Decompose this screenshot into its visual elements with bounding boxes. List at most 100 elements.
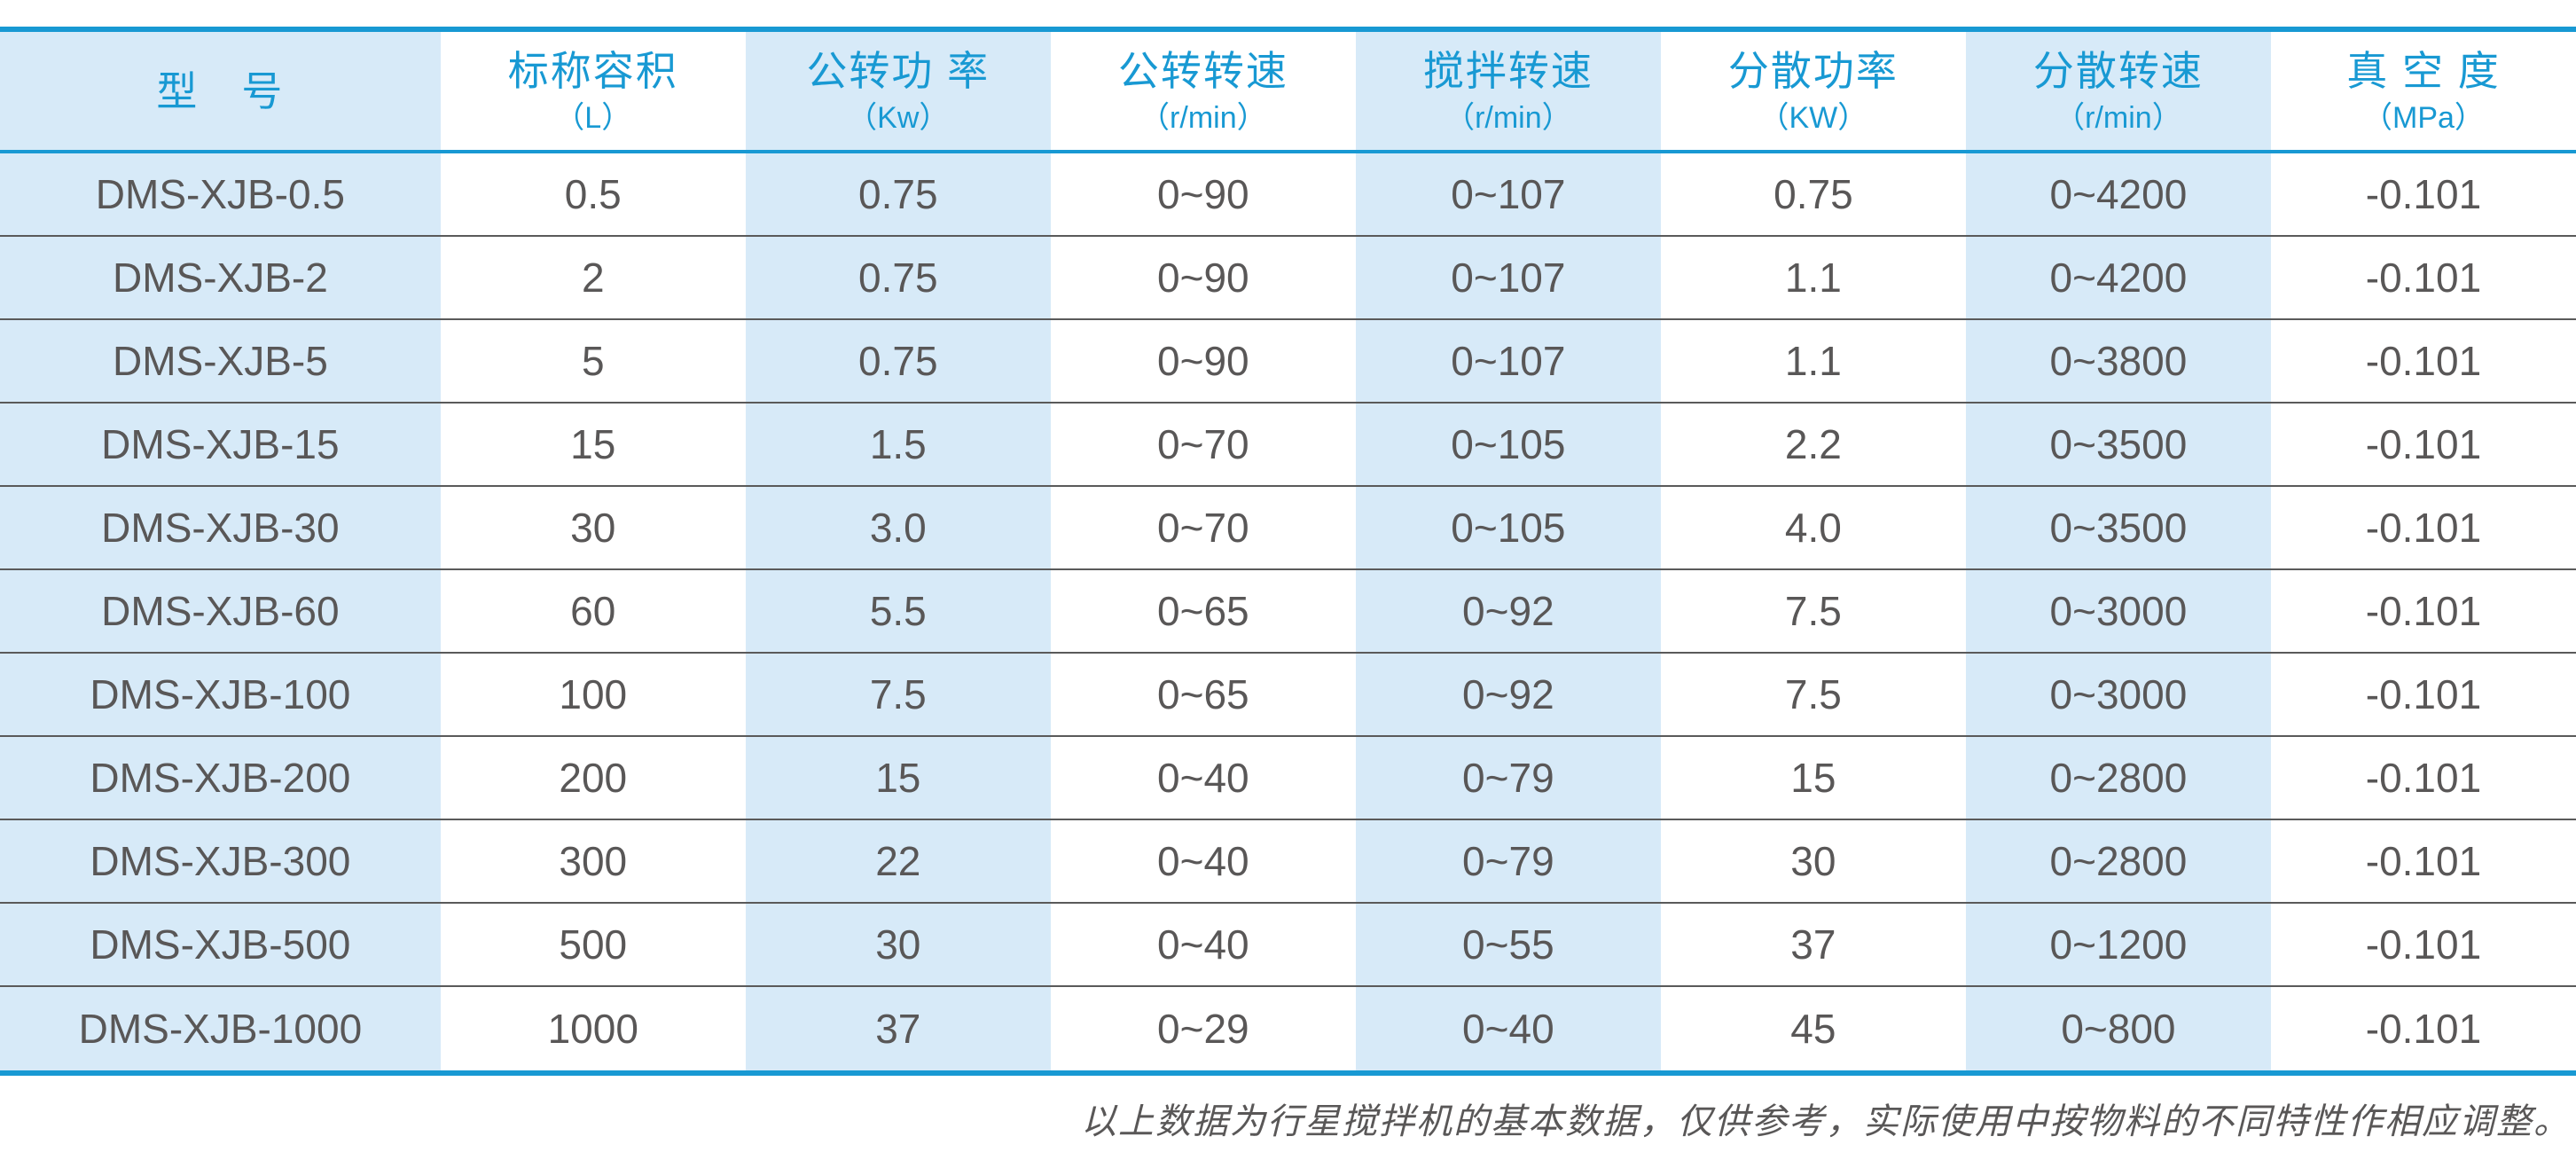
value-cell-vacuum-degree: -0.101 xyxy=(2270,570,2576,654)
column-header-vacuum-degree: 真 空 度 （MPa） xyxy=(2270,32,2576,153)
value-cell-dispersion-speed: 0~3000 xyxy=(1965,654,2271,737)
value-cell-stirring-speed: 0~105 xyxy=(1355,404,1661,487)
model-cell: DMS-XJB-15 xyxy=(0,404,441,487)
column-header-text: 分散转速 （r/min） xyxy=(1966,32,2271,150)
table-row: DMS-XJB-0.5 0.5 0.75 0~90 0~107 0.75 0~4200 -0.… xyxy=(0,153,2576,237)
value-cell-nominal-volume: 200 xyxy=(440,737,746,820)
table-row: DMS-XJB-1000 1000 37 0~29 0~40 45 0~800 -0.101 xyxy=(0,987,2576,1070)
column-header-text: 公转功 率 （Kw） xyxy=(746,32,1051,150)
column-label: 公转转速 xyxy=(1117,47,1288,94)
column-unit: （Kw） xyxy=(847,100,950,135)
value-cell-revolution-power: 7.5 xyxy=(745,654,1051,737)
value-cell-nominal-volume: 0.5 xyxy=(440,153,746,237)
model-cell: DMS-XJB-30 xyxy=(0,487,441,570)
value-cell-revolution-speed: 0~70 xyxy=(1050,404,1356,487)
value-cell-dispersion-power: 37 xyxy=(1660,904,1966,987)
value-cell-stirring-speed: 0~79 xyxy=(1355,820,1661,904)
value-cell-vacuum-degree: -0.101 xyxy=(2270,737,2576,820)
column-label: 分散转速 xyxy=(2032,47,2204,94)
value-cell-vacuum-degree: -0.101 xyxy=(2270,237,2576,320)
value-cell-nominal-volume: 60 xyxy=(440,570,746,654)
column-unit: （r/min） xyxy=(2055,100,2182,135)
value-cell-revolution-power: 5.5 xyxy=(745,570,1051,654)
table-row: DMS-XJB-200 200 15 0~40 0~79 15 0~2800 -0.101 xyxy=(0,737,2576,820)
value-cell-dispersion-power: 45 xyxy=(1660,987,1966,1070)
value-cell-vacuum-degree: -0.101 xyxy=(2270,987,2576,1070)
value-cell-revolution-speed: 0~70 xyxy=(1050,487,1356,570)
table-row: DMS-XJB-30 30 3.0 0~70 0~105 4.0 0~3500 -0.101 xyxy=(0,487,2576,570)
value-cell-dispersion-speed: 0~3500 xyxy=(1965,404,2271,487)
value-cell-nominal-volume: 300 xyxy=(440,820,746,904)
value-cell-stirring-speed: 0~40 xyxy=(1355,987,1661,1070)
value-cell-nominal-volume: 1000 xyxy=(440,987,746,1070)
column-unit: （L） xyxy=(554,100,632,135)
value-cell-dispersion-speed: 0~3000 xyxy=(1965,570,2271,654)
value-cell-revolution-power: 0.75 xyxy=(745,153,1051,237)
model-cell: DMS-XJB-300 xyxy=(0,820,441,904)
value-cell-revolution-speed: 0~90 xyxy=(1050,237,1356,320)
value-cell-revolution-speed: 0~65 xyxy=(1050,654,1356,737)
value-cell-dispersion-speed: 0~1200 xyxy=(1965,904,2271,987)
column-label: 标称容积 xyxy=(507,47,678,94)
column-label: 真 空 度 xyxy=(2346,47,2501,94)
model-cell: DMS-XJB-2 xyxy=(0,237,441,320)
column-header-text: 型 号 xyxy=(0,32,441,150)
column-header-nominal-volume: 标称容积 （L） xyxy=(440,32,746,153)
value-cell-stirring-speed: 0~105 xyxy=(1355,487,1661,570)
value-cell-stirring-speed: 0~79 xyxy=(1355,737,1661,820)
value-cell-dispersion-speed: 0~2800 xyxy=(1965,737,2271,820)
value-cell-nominal-volume: 500 xyxy=(440,904,746,987)
column-label: 型 号 xyxy=(156,67,285,114)
value-cell-vacuum-degree: -0.101 xyxy=(2270,820,2576,904)
value-cell-revolution-speed: 0~40 xyxy=(1050,737,1356,820)
table-row: DMS-XJB-5 5 0.75 0~90 0~107 1.1 0~3800 -0.101 xyxy=(0,320,2576,404)
value-cell-revolution-power: 30 xyxy=(745,904,1051,987)
model-cell: DMS-XJB-500 xyxy=(0,904,441,987)
value-cell-revolution-speed: 0~40 xyxy=(1050,820,1356,904)
value-cell-revolution-power: 3.0 xyxy=(745,487,1051,570)
value-cell-revolution-power: 22 xyxy=(745,820,1051,904)
value-cell-stirring-speed: 0~92 xyxy=(1355,654,1661,737)
value-cell-stirring-speed: 0~107 xyxy=(1355,237,1661,320)
value-cell-nominal-volume: 100 xyxy=(440,654,746,737)
column-header-dispersion-speed: 分散转速 （r/min） xyxy=(1965,32,2271,153)
value-cell-dispersion-power: 7.5 xyxy=(1660,654,1966,737)
column-header-stirring-speed: 搅拌转速 （r/min） xyxy=(1355,32,1661,153)
column-header-text: 分散功率 （KW） xyxy=(1661,32,1966,150)
column-header-model: 型 号 xyxy=(0,32,441,153)
column-header-revolution-power: 公转功 率 （Kw） xyxy=(745,32,1051,153)
value-cell-dispersion-speed: 0~2800 xyxy=(1965,820,2271,904)
value-cell-nominal-volume: 2 xyxy=(440,237,746,320)
value-cell-dispersion-speed: 0~4200 xyxy=(1965,237,2271,320)
value-cell-dispersion-power: 0.75 xyxy=(1660,153,1966,237)
value-cell-revolution-speed: 0~29 xyxy=(1050,987,1356,1070)
value-cell-vacuum-degree: -0.101 xyxy=(2270,153,2576,237)
value-cell-revolution-power: 1.5 xyxy=(745,404,1051,487)
table-row: DMS-XJB-15 15 1.5 0~70 0~105 2.2 0~3500 -0.101 xyxy=(0,404,2576,487)
column-header-revolution-speed: 公转转速 （r/min） xyxy=(1050,32,1356,153)
value-cell-revolution-speed: 0~90 xyxy=(1050,153,1356,237)
model-cell: DMS-XJB-100 xyxy=(0,654,441,737)
model-cell: DMS-XJB-0.5 xyxy=(0,153,441,237)
value-cell-dispersion-speed: 0~3500 xyxy=(1965,487,2271,570)
value-cell-dispersion-power: 30 xyxy=(1660,820,1966,904)
column-label: 分散功率 xyxy=(1727,47,1899,94)
column-unit: （MPa） xyxy=(2362,100,2485,135)
table-row: DMS-XJB-300 300 22 0~40 0~79 30 0~2800 -0.101 xyxy=(0,820,2576,904)
table-row: DMS-XJB-60 60 5.5 0~65 0~92 7.5 0~3000 -0.101 xyxy=(0,570,2576,654)
value-cell-revolution-power: 0.75 xyxy=(745,237,1051,320)
table-row: DMS-XJB-100 100 7.5 0~65 0~92 7.5 0~3000 -0.101 xyxy=(0,654,2576,737)
column-label: 搅拌转速 xyxy=(1422,47,1593,94)
value-cell-stirring-speed: 0~55 xyxy=(1355,904,1661,987)
value-cell-vacuum-degree: -0.101 xyxy=(2270,404,2576,487)
column-unit: （r/min） xyxy=(1139,100,1267,135)
value-cell-vacuum-degree: -0.101 xyxy=(2270,487,2576,570)
value-cell-stirring-speed: 0~107 xyxy=(1355,153,1661,237)
table-row: DMS-XJB-2 2 0.75 0~90 0~107 1.1 0~4200 -0.101 xyxy=(0,237,2576,320)
value-cell-dispersion-speed: 0~800 xyxy=(1965,987,2271,1070)
model-cell: DMS-XJB-1000 xyxy=(0,987,441,1070)
value-cell-nominal-volume: 15 xyxy=(440,404,746,487)
spec-table-grid: 型 号 标称容积 （L） 公转功 率 （Kw） 公转转速 （r/min） 搅拌转速 （r/min… xyxy=(0,32,2576,1070)
value-cell-revolution-speed: 0~65 xyxy=(1050,570,1356,654)
column-header-dispersion-power: 分散功率 （KW） xyxy=(1660,32,1966,153)
